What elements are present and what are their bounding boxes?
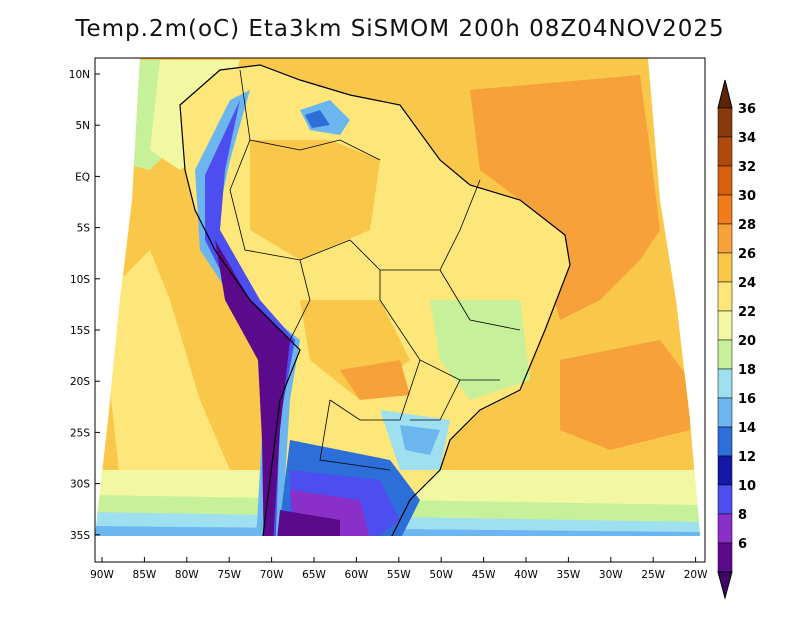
map-frame [94, 57, 706, 563]
warm-atlantic-area [470, 75, 660, 320]
colorbar-label: 14 [738, 421, 756, 436]
south-band-18 [95, 512, 700, 536]
colorbar-label: 8 [738, 508, 747, 523]
longitude-axis: 90W 85W 80W 75W 70W 65W 60W 55W 50W 45W 40W 35W 30W 2… [90, 557, 708, 581]
cool-highlands-east [430, 300, 530, 400]
colorbar-label: 10 [738, 479, 756, 494]
longitude-label: 90W [90, 569, 114, 581]
colorbar-swatch [717, 513, 733, 544]
latitude-axis: 10N 5N EQ 5S 10S 15S 20S 25S 30S 35S [69, 69, 100, 542]
colorbar: 36 34 32 30 28 26 24 22 20 18 16 14 12 10 8 6 [717, 79, 756, 600]
colorbar-label: 6 [738, 537, 747, 552]
coastline [179, 64, 571, 536]
hot-chaco [340, 360, 410, 400]
longitude-label: 65W [302, 569, 326, 581]
colorbar-swatch [717, 339, 733, 370]
latitude-label: EQ [75, 171, 90, 183]
latitude-label: 5N [75, 120, 90, 132]
warm-interior-north [250, 140, 380, 260]
latitude-label: 30S [70, 479, 90, 491]
latitude-label: 20S [70, 376, 90, 388]
longitude-label: 85W [133, 569, 157, 581]
colorbar-top-arrow [717, 79, 733, 109]
longitude-label: 70W [260, 569, 284, 581]
longitude-label: 60W [345, 569, 369, 581]
south-band-16 [95, 526, 700, 536]
colorbar-swatch [717, 368, 733, 399]
colorbar-swatch [717, 107, 733, 138]
guiana-highland-colder [305, 110, 330, 128]
colorbar-label: 18 [738, 363, 756, 378]
colorbar-swatch [717, 194, 733, 225]
country-borders [229, 69, 521, 471]
longitude-label: 55W [387, 569, 411, 581]
latitude-label: 25S [70, 427, 90, 439]
latitude-label: 15S [70, 325, 90, 337]
colorbar-swatch [717, 426, 733, 457]
colorbar-swatch [717, 310, 733, 341]
colorbar-label: 22 [738, 305, 756, 320]
colorbar-label: 32 [738, 160, 756, 175]
cold-south-brazil [400, 425, 440, 455]
colorbar-label: 16 [738, 392, 756, 407]
latitude-label: 10N [69, 69, 90, 81]
andes-coldest [215, 240, 290, 536]
longitude-label: 80W [175, 569, 199, 581]
colorbar-label: 36 [738, 102, 756, 117]
colorbar-label: 24 [738, 276, 756, 291]
colorbar-swatch [717, 484, 733, 515]
colorbar-swatch [717, 455, 733, 486]
colorbar-swatch [717, 165, 733, 196]
latitude-label: 10S [70, 274, 90, 286]
warm-atlantic-patch [560, 340, 690, 450]
colorbar-swatch [717, 223, 733, 254]
temperature-field [95, 58, 700, 536]
colorbar-swatch [717, 252, 733, 283]
colorbar-label: 30 [738, 189, 756, 204]
longitude-label: 20W [684, 569, 708, 581]
latitude-label: 35S [70, 530, 90, 542]
longitude-label: 30W [599, 569, 623, 581]
patagonia-deep [275, 510, 340, 536]
colorbar-swatch [717, 136, 733, 167]
longitude-label: 35W [557, 569, 581, 581]
pacific-cool-band [100, 250, 230, 480]
colorbar-label: 28 [738, 218, 756, 233]
colorbar-swatch [717, 397, 733, 428]
longitude-label: 50W [429, 569, 453, 581]
colorbar-label: 34 [738, 131, 756, 146]
colorbar-label: 20 [738, 334, 756, 349]
colorbar-swatch [717, 542, 733, 573]
longitude-label: 75W [217, 569, 241, 581]
longitude-label: 45W [472, 569, 496, 581]
colorbar-bottom-arrow [717, 571, 733, 600]
longitude-label: 40W [514, 569, 538, 581]
latitude-label: 5S [77, 223, 91, 235]
colorbar-label: 12 [738, 450, 756, 465]
colorbar-swatch [717, 281, 733, 312]
longitude-label: 25W [641, 569, 665, 581]
colorbar-label: 26 [738, 247, 756, 262]
map-title: Temp.2m(oC) Eta3km SiSMOM 200h 08Z04NOV2… [75, 16, 725, 42]
